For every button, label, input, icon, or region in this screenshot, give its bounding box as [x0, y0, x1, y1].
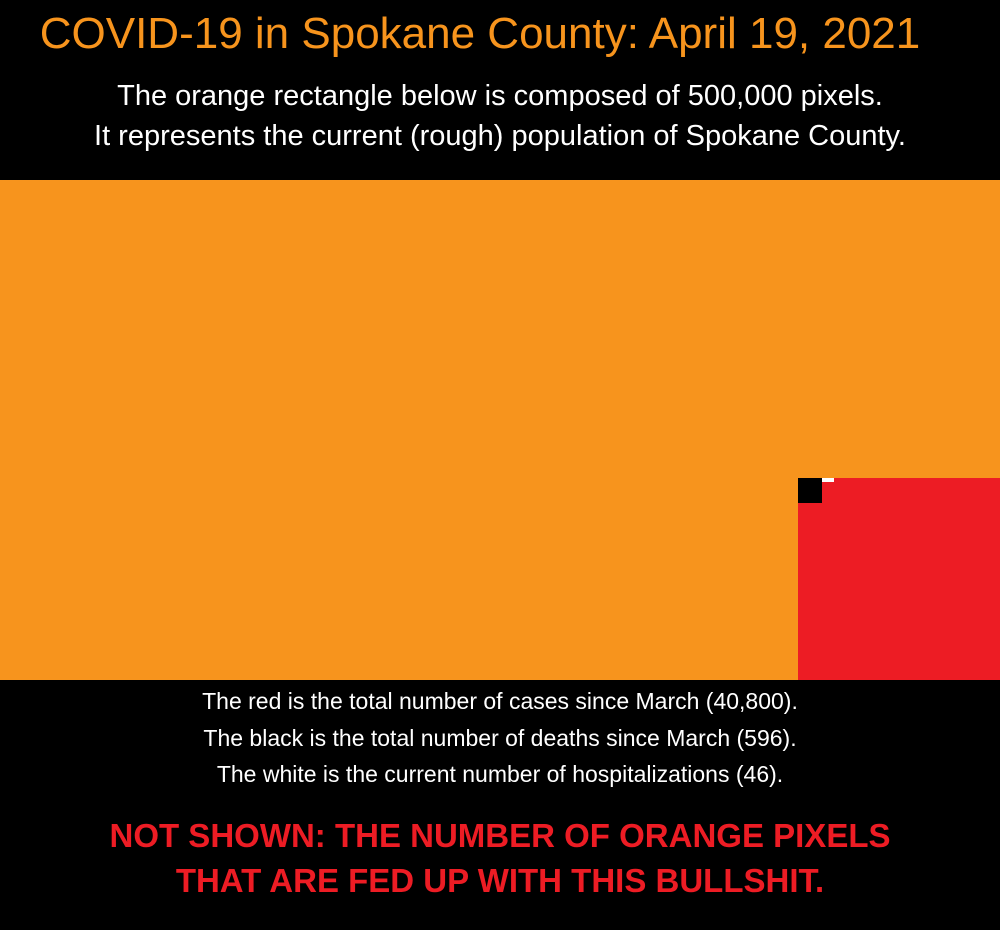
legend-hospitalizations: The white is the current number of hospi… [216, 761, 784, 787]
subtitle-line-2: It represents the current (rough) popula… [94, 120, 906, 152]
hospitalizations-rect [822, 478, 834, 482]
footer-line-2: THAT ARE FED UP WITH THIS BULLSHIT. [175, 862, 825, 899]
legend-deaths: The black is the total number of deaths … [203, 725, 797, 751]
pixel-chart-svg [0, 180, 1000, 680]
subtitle-line-1: The orange rectangle below is composed o… [117, 80, 883, 112]
pixel-chart [0, 180, 1000, 680]
page-title: COVID-19 in Spokane County: April 19, 20… [39, 9, 921, 58]
footer-line-1: NOT SHOWN: THE NUMBER OF ORANGE PIXELS [109, 817, 891, 854]
deaths-rect [798, 478, 822, 503]
legend-cases: The red is the total number of cases sin… [202, 688, 798, 714]
cases-rect [798, 478, 1000, 680]
